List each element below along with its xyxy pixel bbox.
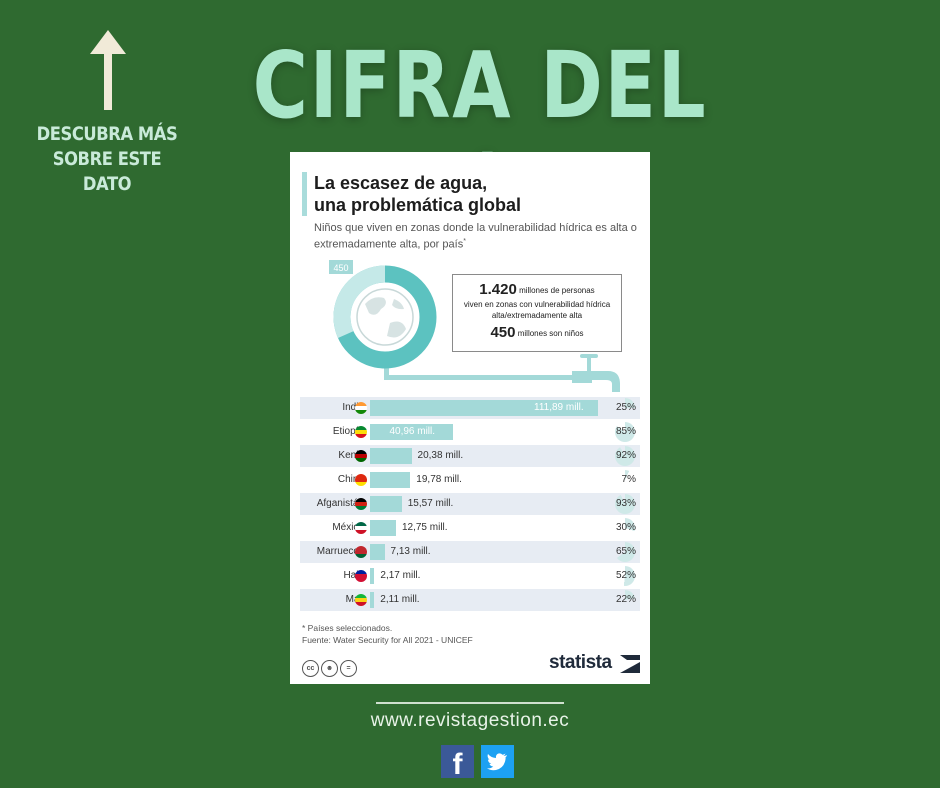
selected-countries-note: * Países seleccionados. — [302, 623, 393, 633]
total-people-text: millones de personas — [519, 286, 595, 295]
tap-icon — [384, 354, 620, 392]
donut-children-segment — [333, 265, 386, 339]
donut-chart — [333, 265, 437, 369]
india-flag-icon — [355, 402, 367, 414]
title-accent — [302, 172, 307, 216]
percentage-label: 30% — [615, 522, 636, 533]
percentage-circle — [615, 518, 635, 538]
bar-row: Marruecos 7,13 mill. 65% — [300, 541, 640, 563]
country-label: India — [342, 402, 364, 413]
bar-row: México 12,75 mill. 30% — [300, 517, 640, 539]
afghanistan-flag-icon — [355, 498, 367, 510]
footnotes: * Países seleccionados. Fuente: Water Se… — [302, 622, 473, 646]
bar-value-label: 2,11 mill. — [380, 594, 420, 605]
bar-value-label: 12,75 mill. — [401, 522, 448, 533]
license-icons: cc ☻ = — [302, 657, 359, 677]
info-box: 1.420 millones de personas viven en zona… — [452, 274, 622, 352]
bar-row: China 19,78 mill. 7% — [300, 469, 640, 491]
mexico-flag-icon — [355, 522, 367, 534]
donut-and-tap-graphic: 450 — [329, 260, 620, 392]
country-label: China — [337, 474, 364, 485]
bar-value-label: 40,96 mill. — [389, 426, 436, 437]
bar — [370, 520, 396, 536]
bar-row: Etiopía 40,96 mill. 85% — [300, 421, 640, 443]
discover-more-text: DESCUBRA MÁS SOBRE ESTE DATO — [36, 123, 178, 195]
bar-row: India 111,89 mill. 25% — [300, 397, 640, 419]
twitter-icon[interactable] — [481, 745, 514, 778]
source-note: Fuente: Water Security for All 2021 - UN… — [302, 635, 473, 645]
percentage-label: 92% — [615, 450, 636, 461]
percentage-label: 52% — [615, 570, 636, 581]
percentage-circle — [615, 542, 635, 562]
total-people-detail: viven en zonas con vulnerabilidad hídric… — [463, 300, 611, 320]
mali-flag-icon — [355, 594, 367, 606]
subtitle-footnote-mark: * — [463, 238, 466, 245]
children-text: millones son niños — [517, 329, 584, 338]
bar-value-label: 19,78 mill. — [416, 474, 462, 485]
infographic-subtitle: Niños que viven en zonas donde la vulner… — [314, 221, 644, 252]
bar-row: Afganistán 15,57 mill. 93% — [300, 493, 640, 515]
bar-row: Kenia 20,38 mill. 92% — [300, 445, 640, 467]
statista-logo-mark — [620, 655, 640, 673]
bar — [370, 424, 454, 440]
country-label: Marruecos — [316, 546, 364, 557]
percentage-label: 22% — [615, 594, 636, 605]
bar-row: Haití 2,17 mill. 52% — [300, 565, 640, 587]
no-derivatives-icon: = — [340, 660, 357, 677]
bar — [370, 400, 598, 416]
percentage-circle — [615, 422, 635, 442]
percentage-label: 93% — [615, 498, 636, 509]
statista-logo: statista — [549, 652, 612, 673]
country-label: México — [332, 522, 364, 533]
percentage-label: 85% — [615, 426, 636, 437]
bar-value-label: 20,38 mill. — [417, 450, 464, 461]
percentage-label: 25% — [615, 402, 636, 413]
bar — [370, 472, 411, 488]
bar-value-label: 111,89 mill. — [534, 402, 584, 413]
haiti-flag-icon — [355, 570, 367, 582]
percentage-circle — [615, 470, 635, 490]
percentage-label: 7% — [621, 474, 636, 485]
attribution-icon: ☻ — [321, 660, 338, 677]
percentage-circle — [615, 590, 635, 610]
donut-label-box — [329, 260, 353, 274]
donut-label: 450 — [333, 263, 348, 273]
bar-row: Mali 2,11 mill. 22% — [300, 589, 640, 611]
footer-divider — [376, 702, 564, 704]
percentage-circle — [615, 446, 635, 466]
cc-icon: cc — [302, 660, 319, 677]
bar — [370, 544, 385, 560]
infographic-title: La escasez de agua, una problemática glo… — [314, 173, 522, 215]
country-label: Haití — [343, 570, 364, 581]
kenya-flag-icon — [355, 450, 367, 462]
morocco-flag-icon — [355, 546, 367, 558]
country-label: Afganistán — [316, 498, 364, 509]
facebook-icon[interactable]: f — [441, 745, 474, 781]
percentage-circle — [615, 494, 635, 514]
children-value: 450 — [490, 324, 516, 341]
bar — [370, 568, 375, 584]
subtitle-text: Niños que viven en zonas donde la vulner… — [314, 222, 637, 251]
country-label: Kenia — [338, 450, 364, 461]
bar-value-label: 2,17 mill. — [380, 570, 421, 581]
twitter-bird-glyph — [487, 753, 507, 771]
china-flag-icon — [355, 474, 367, 486]
website-link[interactable]: www.revistagestion.ec — [370, 710, 570, 731]
ethiopia-flag-icon — [355, 426, 367, 438]
percentage-circle — [615, 398, 635, 418]
bar — [370, 592, 375, 608]
bar — [370, 448, 412, 464]
country-label: Mali — [346, 589, 364, 611]
bar — [370, 496, 402, 512]
total-people-value: 1.420 — [479, 281, 517, 298]
infographic-card: La escasez de agua, una problemática glo… — [290, 152, 650, 684]
bar-value-label: 15,57 mill. — [407, 498, 454, 509]
globe-icon — [356, 288, 414, 346]
percentage-label: 65% — [615, 546, 636, 557]
percentage-circle — [615, 566, 635, 586]
country-label: Etiopía — [332, 426, 364, 437]
up-arrow-icon — [90, 30, 126, 110]
bar-value-label: 7,13 mill. — [390, 546, 431, 557]
